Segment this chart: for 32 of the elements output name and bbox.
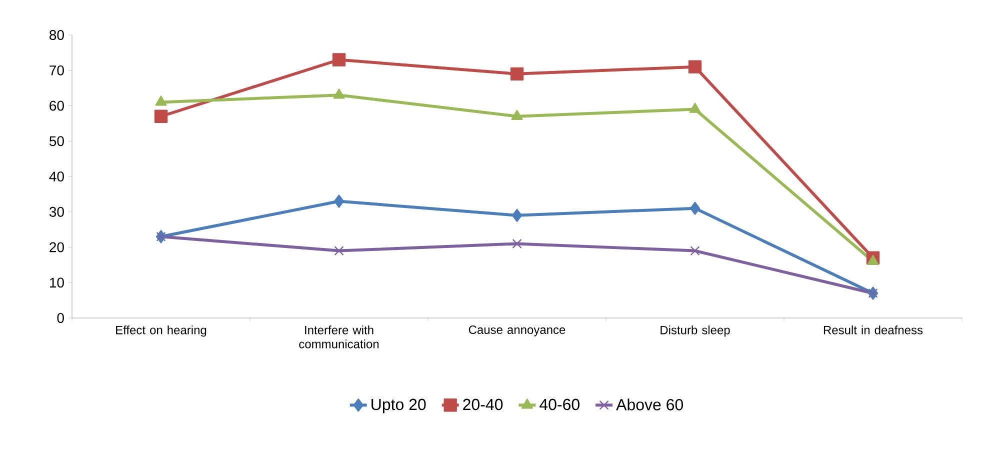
y-tick-label: 20 [50,242,64,252]
legend-label: Above 60 [616,398,684,410]
point [154,110,168,123]
point [512,208,522,222]
point [155,96,167,106]
legend-label: 40-60 [540,398,580,410]
x-tick-label: Disturb sleep [660,325,730,337]
y-tick-label: 40 [49,172,64,182]
point [689,102,701,113]
y-tick-label: 30 [49,206,64,217]
point [688,60,702,74]
y-tick-label: 50 [49,136,64,146]
y-tick-label: 60 [50,100,64,111]
y-tick-label: 70 [50,65,64,76]
point [333,88,345,99]
y-tick-label: 10 [50,278,64,288]
x-tick-label: Interfere with communication [299,325,379,348]
point [510,67,524,80]
point [334,246,344,256]
point [512,238,522,249]
y-tick-label: 0 [57,313,64,323]
y-tick-label: 80 [50,30,64,40]
point [332,53,346,66]
point [511,110,523,120]
x-tick-label: Cause annoyance [468,326,566,336]
point [334,194,344,208]
x-tick-label: Result in deafness [824,325,923,334]
point [690,202,700,215]
x-tick-label: Effect on hearing [116,325,206,337]
legend-label: 20-40 [463,398,503,410]
legend-label: Upto 20 [372,398,426,414]
point [690,246,700,256]
